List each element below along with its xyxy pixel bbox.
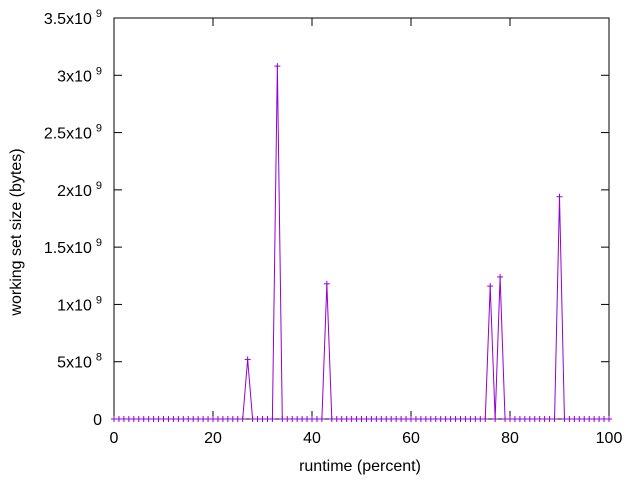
y-tick-label-exponent: 9 [96,8,102,20]
y-axis-label: working set size (bytes) [8,148,25,316]
data-point [497,273,504,280]
series-line [114,66,609,420]
y-tick-label: 5x10 8 [57,352,102,372]
y-tick-label: 3x10 9 [57,65,102,85]
series [111,63,612,422]
plot-border [113,17,610,420]
data-point [606,416,612,422]
data-point [323,280,330,287]
y-tick-label-base: 1.5x10 [44,240,92,257]
x-tick-label: 80 [501,430,519,447]
data-point [556,193,563,200]
y-tick-label: 1.5x10 9 [44,237,102,257]
y-tick-label-base: 3x10 [57,68,92,85]
y-tick-label: 2.5x10 9 [44,123,102,143]
y-tick-label-exponent: 9 [96,65,102,77]
axes [113,17,610,420]
y-tick-label-exponent: 9 [96,180,102,192]
y-tick-label-base: 3.5x10 [44,11,92,28]
x-axis-label: runtime (percent) [299,458,421,475]
y-tick-label-exponent: 9 [96,294,102,306]
y-tick-label-exponent: 9 [96,123,102,135]
y-tick-label-base: 0 [93,412,102,429]
y-tick-label-base: 5x10 [57,355,92,372]
y-tick-label-base: 2x10 [57,183,92,200]
y-tick-label: 0 [93,412,102,429]
data-point [487,283,494,290]
data-point [244,356,251,363]
x-tick-label: 100 [596,430,623,447]
data-point [551,416,558,422]
y-tick-label: 1x10 9 [57,294,102,314]
y-tick-label-exponent: 9 [96,237,102,249]
data-point [482,416,489,422]
data-point [239,416,246,422]
y-tick-label-exponent: 8 [96,352,102,364]
y-tick-label-base: 1x10 [57,297,92,314]
x-tick-label: 0 [110,430,119,447]
y-tick-label: 3.5x10 9 [44,8,102,28]
x-tick-label: 20 [204,430,222,447]
x-tick-label: 40 [303,430,321,447]
data-point [318,416,325,422]
data-point [492,416,499,422]
y-tick-label: 2x10 9 [57,180,102,200]
x-tick-label: 60 [402,430,420,447]
data-point [274,63,281,70]
data-point [269,416,276,422]
y-tick-label-base: 2.5x10 [44,126,92,143]
